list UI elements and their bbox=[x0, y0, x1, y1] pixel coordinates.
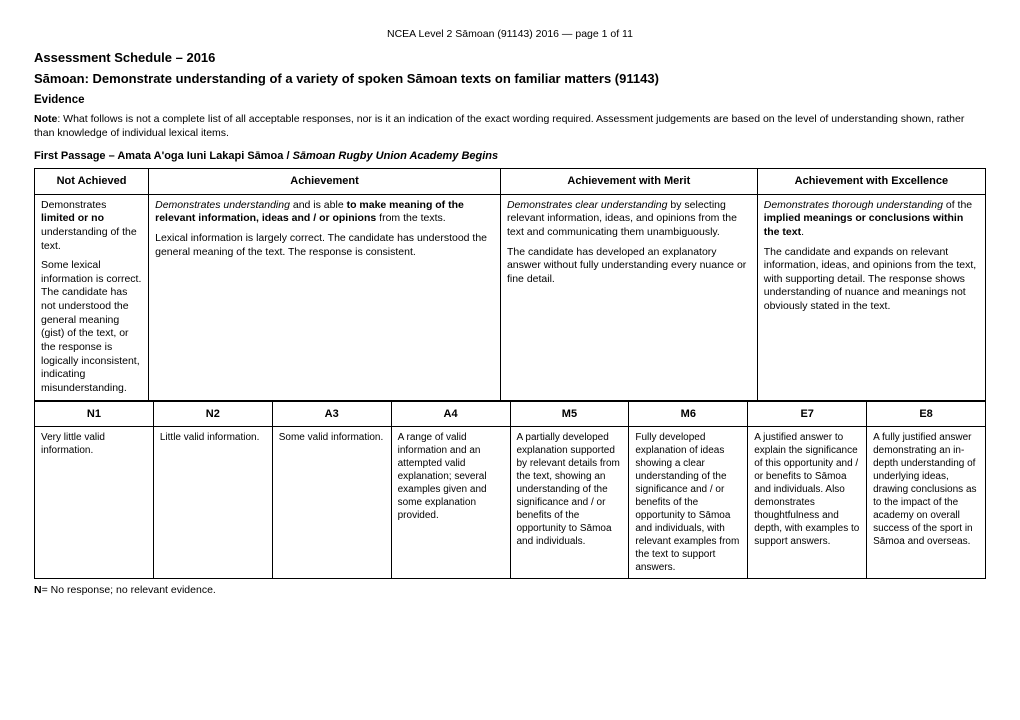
gh-m6: M6 bbox=[629, 401, 748, 426]
schedule-title: Assessment Schedule – 2016 bbox=[34, 50, 986, 65]
e-p1-bold: implied meanings or conclusions within t… bbox=[764, 212, 964, 238]
grades-header-real: N1 N2 A3 A4 M5 M6 E7 E8 bbox=[35, 401, 986, 426]
criteria-table: Not Achieved Achievement Achievement wit… bbox=[34, 168, 986, 400]
gc-e7: A justified answer to explain the signif… bbox=[748, 426, 867, 578]
a-p1-i: Demonstrates understanding bbox=[155, 199, 290, 211]
e-p1-mid: of the bbox=[943, 199, 972, 211]
header-not-achieved: Not Achieved bbox=[35, 169, 149, 194]
gh-a4: A4 bbox=[391, 401, 510, 426]
note-body: : What follows is not a complete list of… bbox=[34, 113, 964, 139]
na-p2: Some lexical information is correct. The… bbox=[41, 259, 142, 395]
passage-prefix: First Passage – Amata A'oga Iuni Lakapi … bbox=[34, 150, 293, 162]
note-text: Note: What follows is not a complete lis… bbox=[34, 112, 986, 140]
gh-a3: A3 bbox=[272, 401, 391, 426]
header-excellence: Achievement with Excellence bbox=[757, 169, 985, 194]
a-p2: Lexical information is largely correct. … bbox=[155, 232, 494, 259]
note-label: Note bbox=[34, 113, 57, 125]
footnote-bold: N bbox=[34, 584, 42, 596]
header-merit: Achievement with Merit bbox=[500, 169, 757, 194]
gc-a3: Some valid information. bbox=[272, 426, 391, 578]
footnote: N= No response; no relevant evidence. bbox=[34, 584, 986, 596]
e-p1-i: Demonstrates thorough understanding bbox=[764, 199, 943, 211]
gc-m5: A partially developed explanation suppor… bbox=[510, 426, 629, 578]
grades-body-row: Very little valid information. Little va… bbox=[35, 426, 986, 578]
cell-achievement: Demonstrates understanding and is able t… bbox=[149, 194, 501, 400]
footnote-text: = No response; no relevant evidence. bbox=[42, 584, 216, 596]
evidence-heading: Evidence bbox=[34, 94, 986, 106]
passage-italic: Sāmoan Rugby Union Academy Begins bbox=[293, 150, 499, 162]
gh-m5: M5 bbox=[510, 401, 629, 426]
a-p1-post: from the texts. bbox=[376, 212, 445, 224]
na-p1-post: understanding of the text. bbox=[41, 226, 137, 252]
a-p1-mid: and is able bbox=[290, 199, 347, 211]
standard-title: Sāmoan: Demonstrate understanding of a v… bbox=[34, 71, 986, 86]
m-p2: The candidate has developed an explanato… bbox=[507, 246, 751, 287]
gc-m6: Fully developed explanation of ideas sho… bbox=[629, 426, 748, 578]
cell-not-achieved: Demonstrates limited or no understanding… bbox=[35, 194, 149, 400]
criteria-body-row: Demonstrates limited or no understanding… bbox=[35, 194, 986, 400]
e-p2: The candidate and expands on relevant in… bbox=[764, 246, 979, 314]
criteria-header-row: Not Achieved Achievement Achievement wit… bbox=[35, 169, 986, 194]
gc-a4: A range of valid information and an atte… bbox=[391, 426, 510, 578]
e-p1-post: . bbox=[801, 226, 804, 238]
m-p1-i: Demonstrates clear understanding bbox=[507, 199, 668, 211]
grades-table: N1 N2 A3 A4 M5 M6 E7 E8 Very little vali… bbox=[34, 401, 986, 579]
gh-n2: N2 bbox=[153, 401, 272, 426]
gc-n1: Very little valid information. bbox=[35, 426, 154, 578]
gc-e8: A fully justified answer demonstrating a… bbox=[867, 426, 986, 578]
gc-n2: Little valid information. bbox=[153, 426, 272, 578]
cell-merit: Demonstrates clear understanding by sele… bbox=[500, 194, 757, 400]
gh-e8: E8 bbox=[867, 401, 986, 426]
na-p1-pre: Demonstrates bbox=[41, 199, 106, 211]
cell-excellence: Demonstrates thorough understanding of t… bbox=[757, 194, 985, 400]
header-achievement: Achievement bbox=[149, 169, 501, 194]
na-p1-bold: limited or no bbox=[41, 212, 104, 224]
page-header: NCEA Level 2 Sāmoan (91143) 2016 — page … bbox=[34, 28, 986, 40]
gh-n1: N1 bbox=[35, 401, 154, 426]
gh-e7: E7 bbox=[748, 401, 867, 426]
passage-title: First Passage – Amata A'oga Iuni Lakapi … bbox=[34, 150, 986, 162]
